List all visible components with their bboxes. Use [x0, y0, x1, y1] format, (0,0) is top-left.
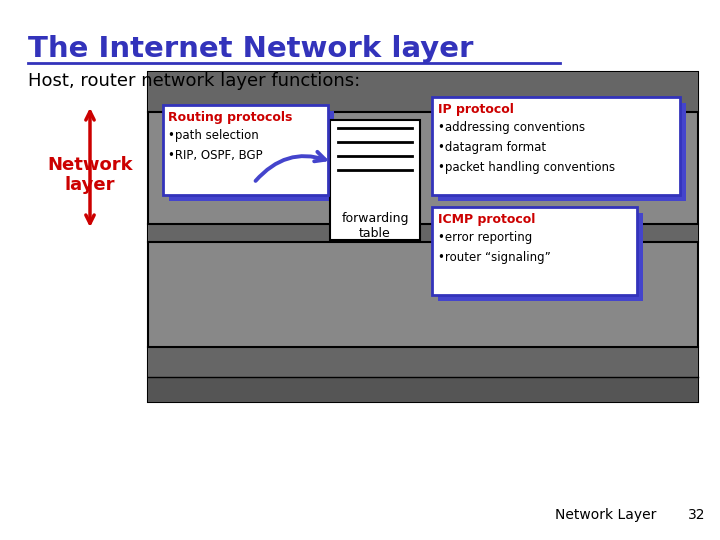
Bar	[163, 105, 328, 195]
Bar	[432, 97, 680, 195]
Text: Network
layer: Network layer	[48, 156, 132, 194]
Bar	[432, 207, 637, 295]
Text: •addressing conventions: •addressing conventions	[438, 121, 585, 134]
Text: The Internet Network layer: The Internet Network layer	[28, 35, 473, 63]
Bar	[438, 213, 643, 301]
Text: Host, router network layer functions:: Host, router network layer functions:	[28, 72, 360, 90]
Text: •packet handling conventions: •packet handling conventions	[438, 161, 615, 174]
Bar	[169, 111, 334, 201]
Bar	[148, 347, 698, 402]
Bar	[148, 224, 698, 242]
Bar	[330, 120, 420, 240]
Text: Network Layer: Network Layer	[555, 508, 657, 522]
Bar	[148, 72, 698, 402]
Text: Routing protocols: Routing protocols	[168, 111, 292, 124]
Text: •RIP, OSPF, BGP: •RIP, OSPF, BGP	[168, 149, 263, 162]
Bar	[148, 377, 698, 402]
Text: 32: 32	[688, 508, 705, 522]
Text: •path selection: •path selection	[168, 129, 258, 142]
Text: forwarding
table: forwarding table	[341, 212, 409, 240]
Bar	[148, 72, 698, 112]
Text: IP protocol: IP protocol	[438, 103, 514, 116]
Text: •router “signaling”: •router “signaling”	[438, 251, 551, 264]
Text: •error reporting: •error reporting	[438, 231, 532, 244]
Text: ICMP protocol: ICMP protocol	[438, 213, 536, 226]
Text: •datagram format: •datagram format	[438, 141, 546, 154]
Bar	[438, 103, 686, 201]
